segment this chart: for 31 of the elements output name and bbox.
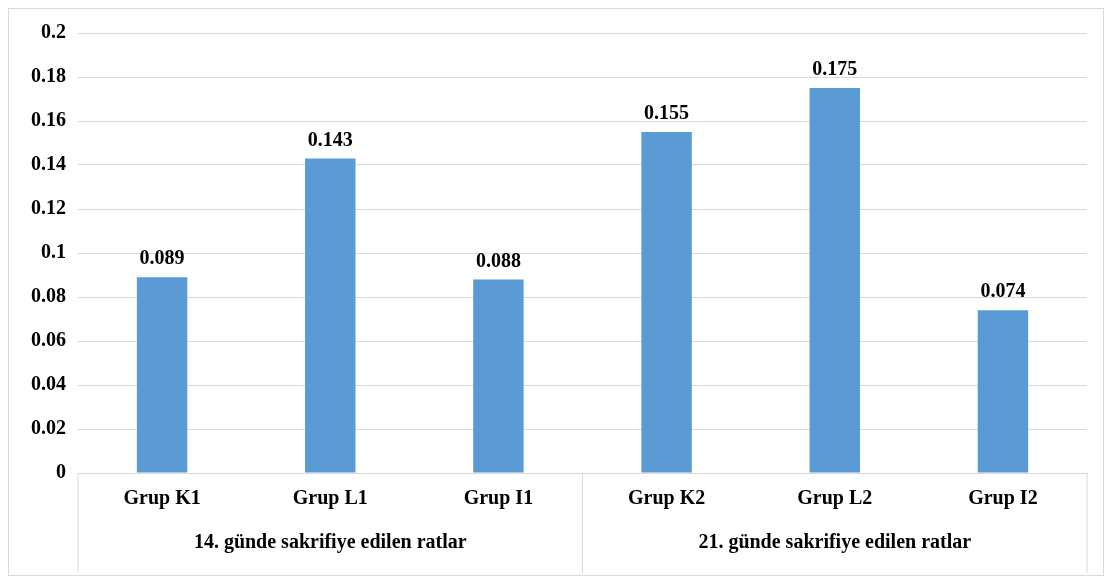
- x-tick-label: Grup K2: [627, 486, 706, 510]
- data-label: 0.143: [307, 127, 353, 150]
- y-tick-label: 0.18: [31, 64, 66, 87]
- bar: [809, 88, 860, 473]
- data-label: 0.074: [980, 279, 1026, 302]
- y-tick-label: 0: [56, 460, 66, 483]
- bar: [136, 277, 188, 473]
- y-tick-label: 0.14: [31, 152, 66, 175]
- x-tick-label: Grup L2: [797, 486, 873, 510]
- x-tick-label: Grup I2: [968, 486, 1038, 510]
- data-label: 0.088: [475, 248, 521, 271]
- bar: [473, 279, 524, 473]
- bar: [305, 158, 356, 473]
- y-tick-label: 0.1: [41, 240, 66, 263]
- x-tick-label: Grup K1: [123, 486, 201, 510]
- y-tick-label: 0.04: [31, 372, 66, 395]
- y-tick-label: 0.02: [31, 416, 66, 439]
- x-tick-label: Grup I1: [463, 486, 534, 510]
- data-label: 0.175: [812, 57, 858, 80]
- y-tick-label: 0.08: [31, 284, 66, 307]
- text: 14. günde sakrifiye edilen ratlar: [193, 530, 467, 554]
- text: 21. günde sakrifiye edilen ratlar: [698, 530, 972, 554]
- y-tick-label: 0.2: [41, 20, 66, 43]
- y-tick-label: 0.16: [31, 108, 66, 131]
- x-tick-label: Grup L1: [292, 486, 368, 510]
- data-label: 0.155: [644, 101, 690, 124]
- data-label: 0.089: [139, 246, 185, 269]
- bar: [641, 132, 692, 473]
- bar: [977, 310, 1029, 473]
- y-tick-label: 0.06: [31, 328, 66, 351]
- y-tick-label: 0.12: [31, 196, 66, 219]
